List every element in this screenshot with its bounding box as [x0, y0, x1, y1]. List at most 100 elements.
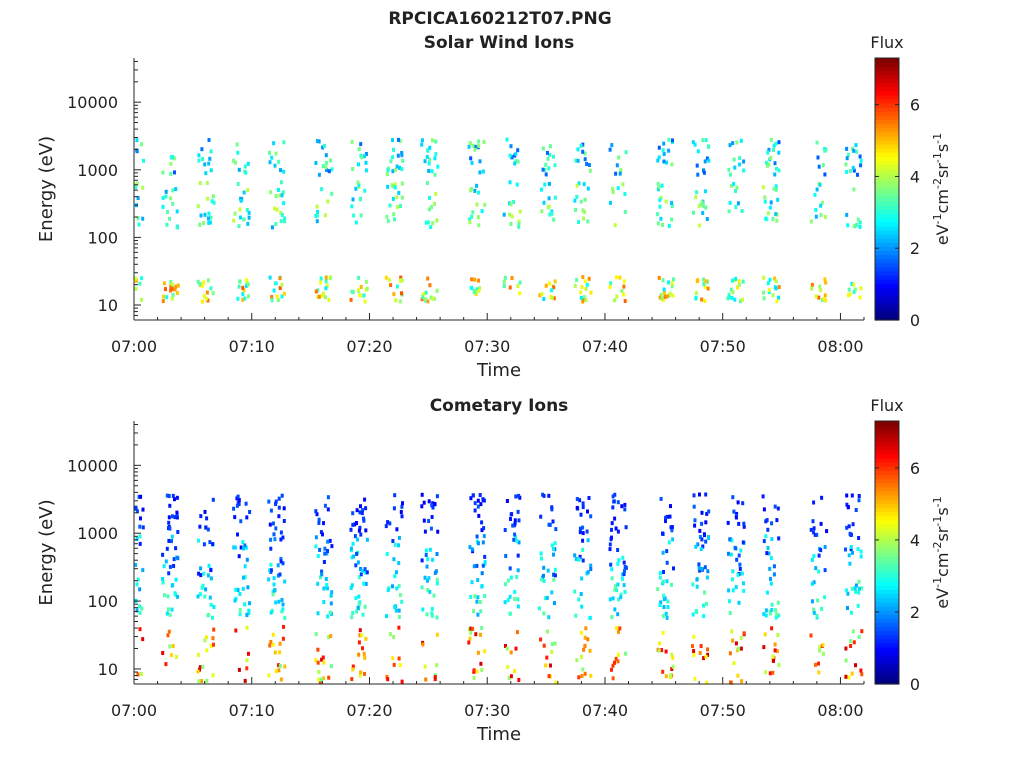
- flux-cell: [326, 199, 330, 204]
- flux-cell: [616, 500, 620, 505]
- colorbar-swatch: [875, 675, 899, 681]
- flux-cell: [388, 521, 392, 526]
- flux-cell: [246, 161, 250, 166]
- flux-cell: [552, 285, 556, 290]
- flux-cell: [482, 534, 486, 539]
- flux-cell: [245, 625, 249, 630]
- flux-cell: [480, 209, 484, 214]
- flux-cell: [198, 524, 202, 529]
- colorbar-swatch: [875, 303, 899, 309]
- flux-cell: [617, 597, 621, 602]
- colorbar-swatch: [875, 499, 899, 504]
- flux-cell: [392, 506, 396, 511]
- flux-cell: [168, 564, 172, 569]
- figure-title: RPCICA160212T07.PNG: [388, 9, 611, 29]
- flux-cell: [477, 288, 481, 293]
- flux-cell: [552, 552, 555, 557]
- flux-cell: [426, 578, 429, 583]
- flux-cell: [237, 284, 241, 289]
- flux-cell: [610, 615, 614, 620]
- flux-cell: [247, 651, 250, 656]
- flux-cell: [430, 515, 434, 519]
- flux-cell: [209, 286, 213, 291]
- flux-cell: [472, 564, 476, 569]
- flux-cell: [169, 196, 173, 201]
- flux-cell: [814, 662, 817, 667]
- flux-cell: [584, 626, 588, 631]
- flux-cell: [424, 677, 428, 682]
- flux-cell: [205, 516, 209, 521]
- colorbar-tick-label: 2: [910, 603, 920, 622]
- flux-cell: [767, 551, 771, 556]
- flux-cell: [386, 677, 390, 682]
- flux-cell: [844, 162, 848, 167]
- flux-cell: [508, 180, 512, 185]
- flux-cell: [817, 164, 821, 169]
- flux-cell: [243, 602, 247, 607]
- flux-cell: [385, 214, 389, 219]
- flux-cell: [671, 138, 674, 143]
- flux-cell: [845, 502, 849, 507]
- flux-cell: [173, 497, 176, 502]
- flux-cell: [621, 555, 625, 560]
- flux-cell: [171, 493, 175, 498]
- flux-cell: [391, 169, 395, 174]
- flux-cell: [269, 508, 273, 513]
- colorbar-swatch: [875, 229, 899, 235]
- flux-cell: [211, 615, 214, 620]
- flux-cell: [200, 679, 204, 684]
- flux-cell: [810, 558, 814, 562]
- flux-cell: [542, 493, 546, 498]
- flux-cell: [209, 168, 213, 173]
- flux-cell: [575, 505, 579, 510]
- flux-cell: [169, 171, 173, 176]
- flux-cell: [704, 654, 708, 659]
- flux-cell: [506, 578, 510, 583]
- flux-cell: [161, 299, 165, 304]
- flux-cell: [243, 296, 247, 301]
- colorbar-swatch: [875, 564, 899, 570]
- flux-cell: [172, 564, 176, 568]
- flux-cell: [705, 156, 709, 161]
- flux-cell: [513, 532, 517, 537]
- flux-cell: [770, 537, 774, 542]
- flux-cell: [542, 643, 546, 648]
- flux-cell: [248, 510, 252, 514]
- flux-cell: [699, 644, 703, 649]
- flux-cell: [659, 600, 663, 605]
- colorbar-swatch: [875, 589, 899, 595]
- flux-cell: [851, 165, 855, 170]
- flux-cell: [473, 501, 477, 506]
- flux-cell: [614, 656, 618, 661]
- flux-cell: [851, 522, 855, 527]
- flux-cell: [777, 536, 781, 541]
- flux-cell: [322, 521, 325, 526]
- flux-cell: [359, 142, 363, 147]
- flux-cell: [664, 649, 668, 654]
- flux-cell: [199, 213, 203, 218]
- flux-cell: [139, 494, 143, 499]
- flux-cell: [277, 496, 281, 501]
- flux-cell: [364, 168, 368, 173]
- flux-cell: [324, 286, 328, 291]
- flux-cell: [539, 637, 543, 642]
- flux-cell: [207, 211, 211, 216]
- flux-cell: [665, 514, 669, 519]
- flux-cell: [473, 277, 477, 282]
- flux-cell: [471, 493, 475, 498]
- flux-cell: [274, 600, 278, 605]
- flux-cell: [201, 299, 204, 304]
- flux-cell: [365, 286, 369, 291]
- flux-cell: [208, 156, 212, 161]
- flux-cell: [820, 495, 824, 500]
- flux-cell: [198, 222, 202, 227]
- flux-cell: [436, 164, 440, 169]
- flux-cell: [516, 597, 520, 602]
- flux-cell: [282, 519, 286, 523]
- flux-cell: [204, 587, 208, 592]
- flux-cell: [553, 601, 556, 606]
- flux-cell: [134, 185, 138, 190]
- flux-cell: [164, 559, 168, 564]
- flux-cell: [199, 514, 203, 519]
- flux-cell: [664, 674, 668, 679]
